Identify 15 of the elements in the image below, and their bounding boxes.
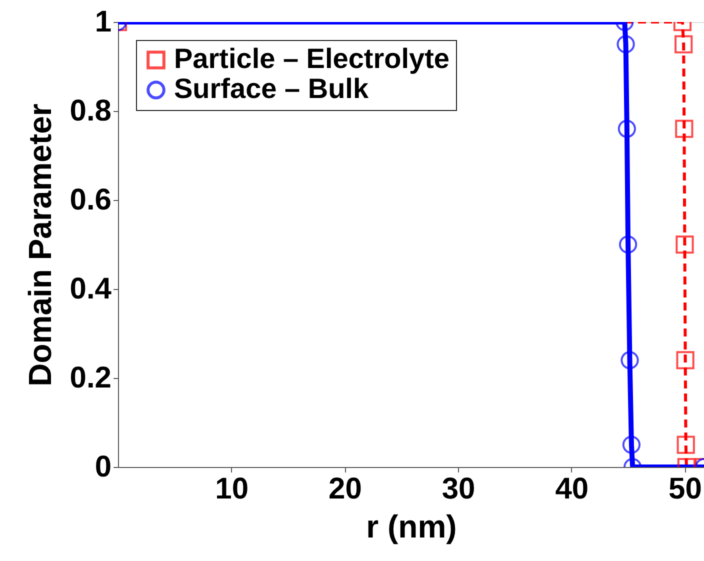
y-tick-label: 0.8: [70, 94, 112, 128]
x-tick-label: 50: [668, 472, 702, 506]
y-tick-label: 0.4: [70, 272, 112, 306]
y-tick-label: 0: [94, 450, 112, 484]
y-axis-title: Domain Parameter: [22, 104, 58, 386]
y-tick-label: 0.6: [70, 184, 112, 216]
x-tick-label: 10: [215, 472, 249, 506]
legend-label: Particle – Electrolyte: [174, 43, 450, 74]
legend-label: Surface – Bulk: [174, 73, 369, 104]
y-tick-label: 0.2: [70, 362, 112, 394]
x-axis-title: r (nm): [366, 508, 457, 544]
x-tick-label: 40: [555, 472, 589, 506]
y-tick-label: 1: [94, 6, 112, 38]
x-tick-label: 20: [328, 472, 362, 506]
x-tick-label: 30: [442, 472, 476, 506]
